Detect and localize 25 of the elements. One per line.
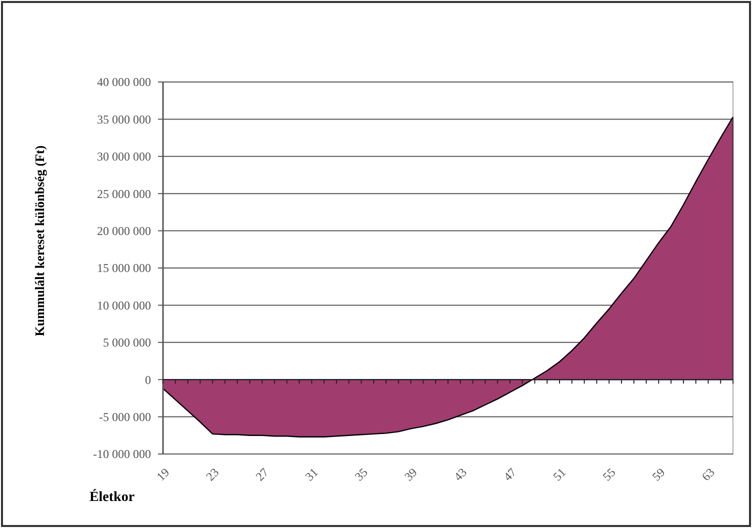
x-tick-label: 23 <box>203 465 222 484</box>
x-tick-label: 43 <box>451 465 470 484</box>
y-tick-label: 0 <box>145 372 151 387</box>
y-tick-label: -5 000 000 <box>99 410 151 424</box>
y-tick-label: 40 000 000 <box>97 75 151 90</box>
x-axis-title: Életkor <box>89 488 135 505</box>
x-tick-label: 47 <box>500 465 520 484</box>
x-tick-label: 63 <box>698 465 718 484</box>
x-tick-label: 39 <box>402 465 420 484</box>
x-tick-label: 55 <box>600 465 618 484</box>
y-tick-label: 30 000 000 <box>97 150 151 164</box>
y-tick-label: -10 000 000 <box>93 447 151 462</box>
x-tick-label: 35 <box>352 465 370 484</box>
y-tick-label: 5 000 000 <box>103 336 151 350</box>
y-axis-title: Kummulált kereset különbség (Ft) <box>32 145 47 336</box>
x-tick-label: 51 <box>550 465 569 484</box>
x-tick-label: 27 <box>252 465 272 484</box>
y-tick-label: 35 000 000 <box>97 112 151 126</box>
y-tick-label: 15 000 000 <box>97 261 151 276</box>
x-tick-label: 59 <box>649 465 668 484</box>
x-tick-label: 19 <box>154 465 172 484</box>
x-tick-label: 31 <box>302 465 321 484</box>
y-tick-label: 25 000 000 <box>97 186 151 201</box>
y-tick-label: 10 000 000 <box>97 298 151 312</box>
y-tick-label: 20 000 000 <box>97 224 151 238</box>
